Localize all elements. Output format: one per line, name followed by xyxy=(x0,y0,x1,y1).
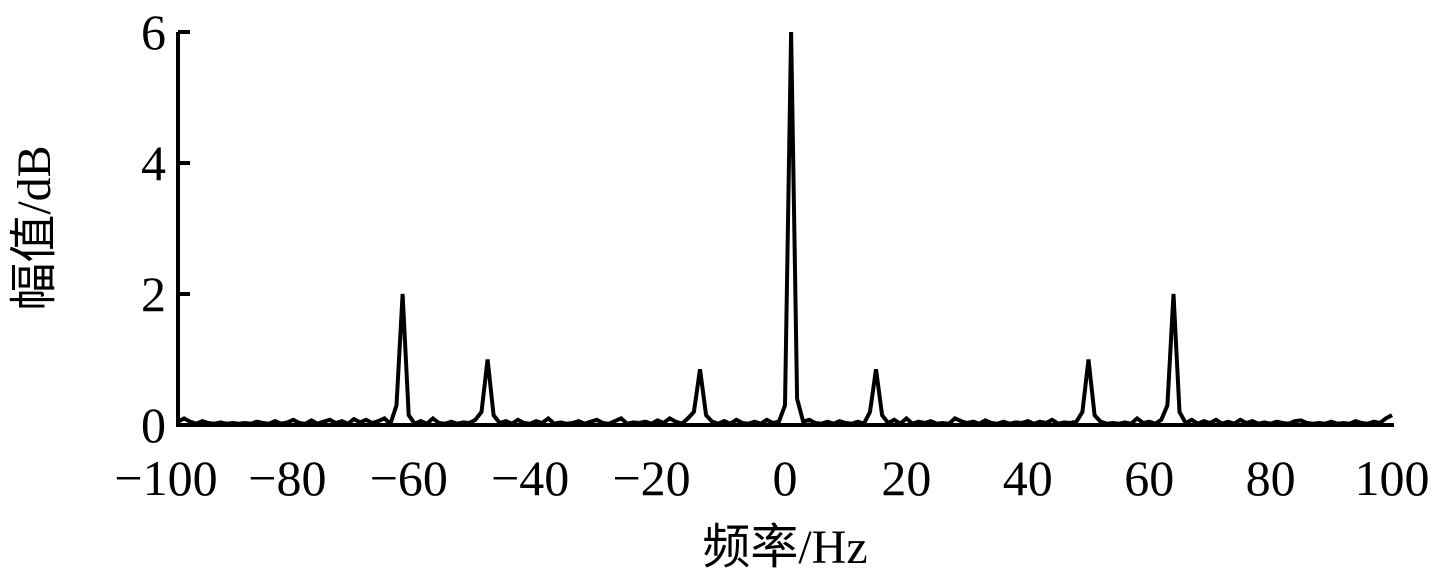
x-tick-label: 0 xyxy=(773,450,798,506)
y-tick-label: 0 xyxy=(141,397,166,453)
x-tick-label: −60 xyxy=(370,450,448,506)
x-tick-label: 60 xyxy=(1124,450,1174,506)
x-tick-label: −20 xyxy=(612,450,690,506)
series xyxy=(177,31,1393,428)
y-axis-label: 幅值/dB xyxy=(8,145,61,310)
x-tick-label: 40 xyxy=(1003,450,1053,506)
spectrum-line xyxy=(177,31,1393,428)
axes xyxy=(176,30,1394,427)
y-tick-label: 6 xyxy=(141,4,166,60)
x-tick-label: 20 xyxy=(881,450,931,506)
x-tick-label: 80 xyxy=(1246,450,1296,506)
x-tick-label: −40 xyxy=(491,450,569,506)
x-tick-label: 100 xyxy=(1355,450,1430,506)
tick-labels: 0 2 4 6 −100 −80 −60 −40 −20 0 20 40 60 80 100 xyxy=(114,4,1429,506)
x-axis-label: 频率/Hz xyxy=(702,521,867,574)
x-tick-label: −100 xyxy=(114,450,217,506)
x-tick-label: −80 xyxy=(248,450,326,506)
y-tick-label: 4 xyxy=(141,135,166,191)
y-tick-label: 2 xyxy=(141,266,166,322)
